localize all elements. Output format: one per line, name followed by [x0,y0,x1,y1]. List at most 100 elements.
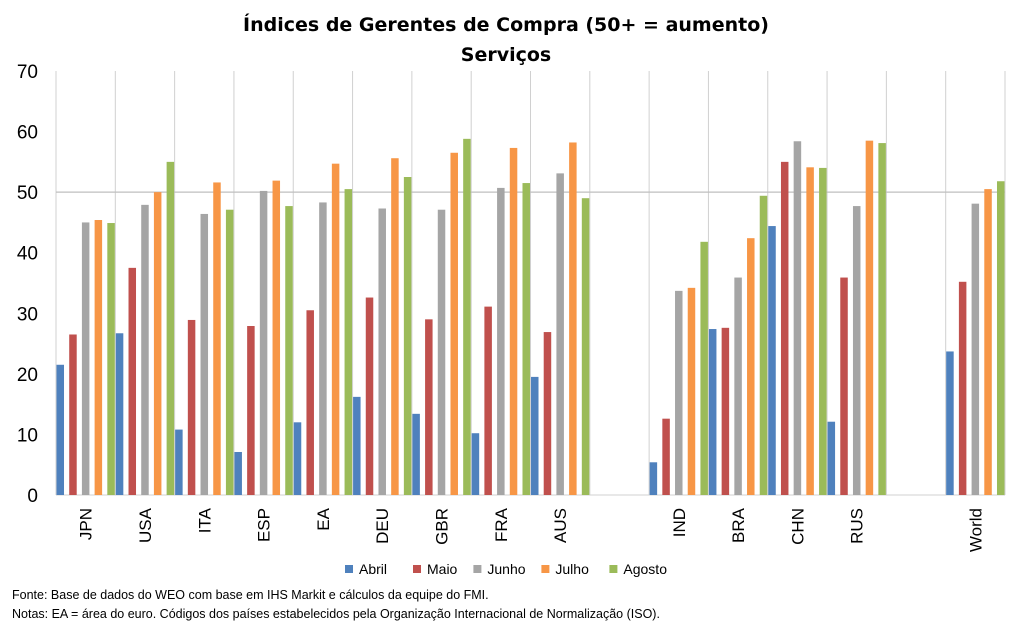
y-tick-label: 0 [27,486,38,507]
bar [827,421,836,495]
legend-label: Maio [427,561,458,577]
bar [662,418,670,495]
x-tick-label: GBR [433,508,452,545]
bar [306,310,314,495]
bar [175,429,183,495]
bar [213,182,221,495]
bar [285,206,293,495]
x-tick-label: ITA [195,507,214,533]
bar [649,462,658,495]
x-tick-label: World [966,508,985,552]
bar [747,238,755,495]
x-tick-label: BRA [729,507,748,543]
bar [700,241,708,495]
bar [509,147,518,495]
bar [115,333,124,495]
bar [259,190,268,495]
x-tick-label: AUS [551,508,570,543]
bar [319,202,327,495]
bar [344,189,353,496]
bar [128,267,137,495]
x-tick-label: CHN [788,508,807,545]
bar [331,163,340,496]
bar [69,334,77,495]
chart-subtitle: Serviços [461,44,551,66]
bar [187,319,196,495]
y-tick-label: 10 [17,425,38,446]
bar [675,290,683,495]
bar [819,167,827,495]
bar [946,351,954,495]
bar [94,220,103,495]
bar [759,195,768,495]
bar [556,173,564,495]
bar [734,277,742,495]
y-tick-label: 30 [17,304,38,325]
y-tick-label: 60 [17,123,38,144]
bar [522,183,530,495]
bar [708,329,717,495]
bar [840,277,848,495]
bar [365,297,374,495]
bar [378,208,386,495]
bar [768,226,776,495]
pmi-services-chart: Índices de Gerentes de Compra (50+ = aum… [17,13,1006,577]
bar [81,222,90,495]
x-tick-label: JPN [77,508,96,540]
legend-swatch [541,565,550,573]
bar [107,223,115,495]
bar [958,281,967,495]
bar [569,142,577,495]
legend-swatch [345,565,353,573]
y-tick-label: 40 [17,244,38,265]
legend-label: Agosto [623,561,667,577]
y-tick-label: 20 [17,365,38,386]
bar [806,167,814,495]
bar [56,364,65,495]
x-tick-label: IND [670,508,689,537]
bar-series [56,138,1005,496]
bar [166,161,175,496]
bar [141,204,149,496]
bar [403,177,412,495]
bar [984,189,992,496]
notes-note: Notas: EA = área do euro. Códigos dos pa… [12,607,660,621]
legend-label: Junho [487,561,525,577]
bar [531,376,539,495]
x-tick-label: ESP [255,508,274,542]
bar [200,213,209,495]
bar [234,451,242,495]
bar [484,306,492,495]
bar [225,209,234,495]
bar [463,138,471,495]
bar [247,326,255,495]
bar [852,206,861,495]
y-axis-ticks: 0 10 20 30 40 50 60 70 [17,62,38,507]
bar [471,433,480,495]
x-tick-label: DEU [373,508,392,544]
bar [878,143,886,495]
bar [996,181,1005,496]
bar [543,332,552,495]
legend-swatch [609,565,618,573]
bar [865,140,874,495]
bar [425,319,433,495]
bar [497,187,505,495]
source-note: Fonte: Base de dados do WEO com base em … [12,588,489,602]
chart-title: Índices de Gerentes de Compra (50+ = aum… [243,13,769,36]
x-tick-label: EA [314,507,333,530]
y-tick-label: 50 [17,183,38,204]
y-tick-label: 70 [17,62,38,83]
bar [293,422,302,495]
bar [793,141,802,495]
bar [581,198,590,495]
legend-label: Abril [359,561,387,577]
plot-grid [55,71,1006,496]
legend-swatch [413,565,421,573]
bar [272,180,281,495]
x-axis-ticks: JPN USA ITA ESP EA DEU GBR FRA AUS IND BRA CHN RUS Wo… [77,507,986,552]
bar [391,158,399,495]
bar [450,152,458,495]
x-tick-label: USA [136,507,155,543]
x-tick-label: FRA [492,507,511,542]
